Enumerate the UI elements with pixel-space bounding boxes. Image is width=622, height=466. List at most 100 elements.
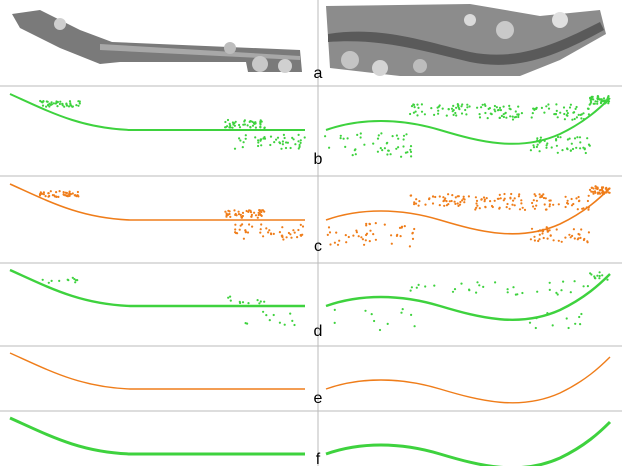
scatter-point [297,228,300,232]
scatter-point [372,142,375,145]
scatter-point [68,100,72,103]
scatter-point [269,232,273,235]
scatter-point [566,112,569,115]
scatter-point [453,288,457,291]
scatter-point [586,285,590,288]
scatter-point [281,140,284,143]
scatter-point [493,104,496,108]
scatter-point [247,302,250,305]
scatter-point [361,238,364,241]
scatter-point [575,105,578,109]
scatter-point [411,237,415,240]
scatter-point [502,115,505,119]
scatter-point [259,228,262,231]
scatter-point [431,202,435,205]
scatter-point [409,112,412,116]
scatter-point [256,216,259,219]
scatter-point [536,139,539,142]
scatter-point [456,202,459,205]
scatter-point [296,236,299,239]
scatter-point [242,237,245,240]
scatter-point [529,149,533,152]
scatter-point [413,325,416,328]
scatter-point [76,190,79,194]
scatter-point [552,239,555,242]
scatter-point [539,196,542,199]
scatter-point [436,106,439,109]
scatter-point [605,191,608,194]
scatter-point [573,237,576,240]
scatter-point [482,285,485,288]
scatter-point [564,236,567,239]
scatter-point [286,141,289,144]
scatter-point [360,236,363,239]
scatter-point [285,141,288,144]
scatter-point [246,124,249,127]
left-curve [9,93,305,131]
scatter-point [438,195,441,198]
scatter-point [452,113,455,116]
scatter-point [530,116,533,119]
scatter-point [333,308,336,311]
scatter-point [243,123,246,126]
scatter-point [347,235,350,239]
scatter-point [550,146,553,149]
scatter-point [254,136,257,139]
panel-label: a [314,65,323,82]
scatter-point [412,111,415,114]
scatter-point [238,228,241,231]
scatter-point [517,113,520,116]
scatter-point [292,229,295,232]
scatter-point [257,144,260,148]
scatter-point [40,192,44,195]
scatter-point [39,99,42,103]
scatter-point [225,215,228,218]
scatter-point [476,281,479,284]
scatter-point [514,110,517,113]
scatter-point [410,313,413,316]
right-curve [325,356,611,404]
scatter-point [249,211,253,214]
scatter-point [239,213,242,216]
scatter-point [541,230,545,233]
scatter-point [508,104,511,107]
scatter-point [582,238,586,242]
scatter-point [55,100,58,103]
scatter-point [50,101,53,104]
scatter-point [510,192,513,196]
scatter-point [294,143,297,146]
scatter-point [280,234,283,237]
scatter-point [543,203,546,206]
scatter-point [556,135,560,139]
scatter-point [582,118,586,121]
scatter-point [368,223,371,226]
scatter-point [543,111,546,114]
scatter-point [494,281,497,284]
scatter-point [365,232,369,235]
scatter-point [592,187,595,190]
scatter-point [241,301,245,304]
right-curve [325,273,611,321]
scatter-point [289,146,292,150]
scatter-point [457,106,460,109]
scatter-point [77,104,80,107]
scatter-point [575,146,578,149]
scatter-point [336,243,340,246]
scatter-point [516,293,519,296]
scatter-point [495,106,498,109]
scatter-point [547,103,550,106]
scatter-point [356,133,359,136]
scatter-point [259,231,262,234]
scatter-point [484,205,487,208]
scatter-point [572,228,576,231]
scatter-point [335,231,338,234]
scatter-point [500,114,503,118]
scatter-point [457,195,460,198]
scatter-point [545,146,548,149]
scatter-point [542,193,545,196]
scatter-point [565,317,568,320]
scatter-point [390,242,393,245]
scatter-point [548,205,551,208]
scatter-point [272,313,275,317]
scatter-point [47,281,50,284]
